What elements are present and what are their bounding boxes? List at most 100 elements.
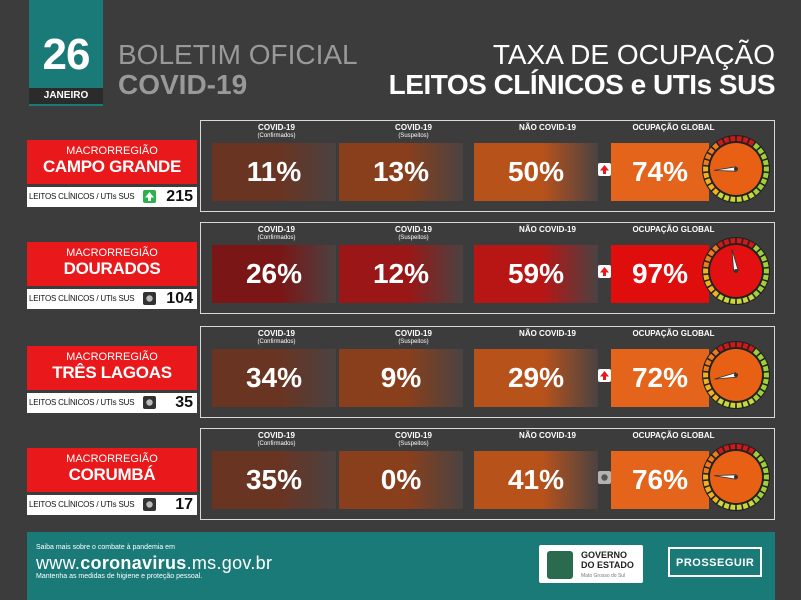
region-label: MACRORREGIÃO CORUMBÁ xyxy=(27,448,197,492)
region-label: MACRORREGIÃO DOURADOS xyxy=(27,242,197,286)
column-title: NÃO COVID-19 xyxy=(519,329,576,338)
beds-count: 215 xyxy=(166,188,193,205)
column-title: COVID-19 xyxy=(258,431,295,440)
occupancy-title-line1: TAXA DE OCUPAÇÃO xyxy=(492,39,775,70)
government-line1: GOVERNO xyxy=(581,550,628,560)
confirmed-rate: 26% xyxy=(212,245,336,303)
footer-url-prefix: www. xyxy=(36,553,81,573)
occupancy-panel: COVID-19 (Confirmados) COVID-19 (Suspeitos)… xyxy=(200,222,775,314)
region-name: CAMPO GRANDE xyxy=(42,157,182,176)
column-header: COVID-19 (Confirmados) xyxy=(209,329,344,347)
occupancy-gauge-icon xyxy=(700,133,772,210)
government-line2: DO ESTADO xyxy=(581,560,634,570)
footer-hygiene-text: Mantenha as medidas de higiene e proteçã… xyxy=(36,573,203,580)
column-header: OCUPAÇÃO GLOBAL xyxy=(606,123,741,132)
beds-label: LEITOS CLÍNICOS / UTIs SUS xyxy=(29,398,135,407)
region-name: DOURADOS xyxy=(63,259,161,278)
global-occupancy-rate: 74% xyxy=(611,143,709,201)
column-title: COVID-19 xyxy=(395,225,432,234)
suspected-rate: 13% xyxy=(339,143,463,201)
footer-url-suffix: .ms.gov.br xyxy=(186,553,273,573)
beds-count-bar: LEITOS CLÍNICOS / UTIs SUS 17 xyxy=(27,495,197,515)
column-header: COVID-19 (Suspeitos) xyxy=(346,431,481,449)
region-label: MACRORREGIÃO CAMPO GRANDE xyxy=(27,140,197,184)
column-title: NÃO COVID-19 xyxy=(519,225,576,234)
column-title: COVID-19 xyxy=(395,123,432,132)
region-prefix: MACRORREGIÃO xyxy=(66,247,158,259)
global-trend-equal-icon xyxy=(598,471,611,484)
date-day: 26 xyxy=(42,30,91,79)
column-header: COVID-19 (Confirmados) xyxy=(209,225,344,243)
suspected-rate: 12% xyxy=(339,245,463,303)
column-header: NÃO COVID-19 xyxy=(480,329,615,338)
confirmed-rate: 34% xyxy=(212,349,336,407)
government-line3: Mato Grosso do Sul xyxy=(581,573,626,579)
trend-up-icon xyxy=(143,190,156,203)
region-row: MACRORREGIÃO CAMPO GRANDE LEITOS CLÍNICOS … xyxy=(27,120,775,212)
beds-label: LEITOS CLÍNICOS / UTIs SUS xyxy=(29,500,135,509)
suspected-rate: 9% xyxy=(339,349,463,407)
column-subtitle: (Confirmados) xyxy=(257,235,296,241)
beds-count: 35 xyxy=(175,394,193,411)
prosseguir-logo: PROSSEGUIR xyxy=(668,547,762,577)
global-trend-up-icon xyxy=(598,265,611,278)
beds-count-bar: LEITOS CLÍNICOS / UTIs SUS 35 xyxy=(27,393,197,413)
region-row: MACRORREGIÃO TRÊS LAGOAS LEITOS CLÍNICOS /… xyxy=(27,326,775,418)
region-label: MACRORREGIÃO TRÊS LAGOAS xyxy=(27,346,197,390)
column-header: OCUPAÇÃO GLOBAL xyxy=(606,225,741,234)
region-prefix: MACRORREGIÃO xyxy=(66,351,158,363)
column-title: COVID-19 xyxy=(395,329,432,338)
occupancy-panel: COVID-19 (Confirmados) COVID-19 (Suspeitos)… xyxy=(200,120,775,212)
prosseguir-text: PROSSEGUIR xyxy=(676,557,755,569)
non-covid-rate: 50% xyxy=(474,143,598,201)
non-covid-rate: 59% xyxy=(474,245,598,303)
column-header: OCUPAÇÃO GLOBAL xyxy=(606,431,741,440)
region-row: MACRORREGIÃO DOURADOS LEITOS CLÍNICOS / UT… xyxy=(27,222,775,314)
region-prefix: MACRORREGIÃO xyxy=(66,145,158,157)
confirmed-rate: 11% xyxy=(212,143,336,201)
occupancy-gauge-icon xyxy=(700,235,772,312)
suspected-rate: 0% xyxy=(339,451,463,509)
column-subtitle: (Suspeitos) xyxy=(398,441,429,447)
date-month: JANEIRO xyxy=(29,88,103,104)
beds-count-bar: LEITOS CLÍNICOS / UTIs SUS 104 xyxy=(27,289,197,309)
column-header: NÃO COVID-19 xyxy=(480,123,615,132)
column-title: NÃO COVID-19 xyxy=(519,123,576,132)
confirmed-rate: 35% xyxy=(212,451,336,509)
column-header: COVID-19 (Suspeitos) xyxy=(346,225,481,243)
column-subtitle: (Confirmados) xyxy=(257,133,296,139)
column-header: COVID-19 (Confirmados) xyxy=(209,431,344,449)
beds-count: 17 xyxy=(175,496,193,513)
global-trend-up-icon xyxy=(598,369,611,382)
occupancy-title-line2: LEITOS CLÍNICOS e UTIs SUS xyxy=(388,69,776,100)
column-title: COVID-19 xyxy=(258,329,295,338)
beds-count-bar: LEITOS CLÍNICOS / UTIs SUS 215 xyxy=(27,187,197,207)
state-emblem-icon xyxy=(547,551,573,579)
bulletin-title-line2: COVID-19 xyxy=(118,69,248,100)
occupancy-gauge-icon xyxy=(700,339,772,416)
footer: Saiba mais sobre o combate à pandemia em… xyxy=(27,532,775,600)
column-subtitle: (Suspeitos) xyxy=(398,133,429,139)
bulletin-title-line1: BOLETIM OFICIAL xyxy=(118,39,358,70)
footer-url[interactable]: www.coronavirus.ms.gov.br xyxy=(36,553,272,574)
government-logo-text: GOVERNO DO ESTADO xyxy=(581,550,634,570)
column-title: OCUPAÇÃO GLOBAL xyxy=(632,123,715,132)
global-occupancy-rate: 97% xyxy=(611,245,709,303)
column-subtitle: (Suspeitos) xyxy=(398,339,429,345)
region-row: MACRORREGIÃO CORUMBÁ LEITOS CLÍNICOS / UTI… xyxy=(27,428,775,520)
occupancy-title: TAXA DE OCUPAÇÃO LEITOS CLÍNICOS e UTIs … xyxy=(388,39,776,100)
global-trend-up-icon xyxy=(598,163,611,176)
column-title: OCUPAÇÃO GLOBAL xyxy=(632,225,715,234)
non-covid-rate: 41% xyxy=(474,451,598,509)
non-covid-rate: 29% xyxy=(474,349,598,407)
trend-equal-icon xyxy=(143,498,156,511)
column-title: NÃO COVID-19 xyxy=(519,431,576,440)
occupancy-panel: COVID-19 (Confirmados) COVID-19 (Suspeitos)… xyxy=(200,326,775,418)
beds-count: 104 xyxy=(166,290,193,307)
column-header: NÃO COVID-19 xyxy=(480,431,615,440)
trend-equal-icon xyxy=(143,292,156,305)
region-name: CORUMBÁ xyxy=(68,465,156,484)
column-header: COVID-19 (Confirmados) xyxy=(209,123,344,141)
column-header: NÃO COVID-19 xyxy=(480,225,615,234)
column-subtitle: (Confirmados) xyxy=(257,441,296,447)
